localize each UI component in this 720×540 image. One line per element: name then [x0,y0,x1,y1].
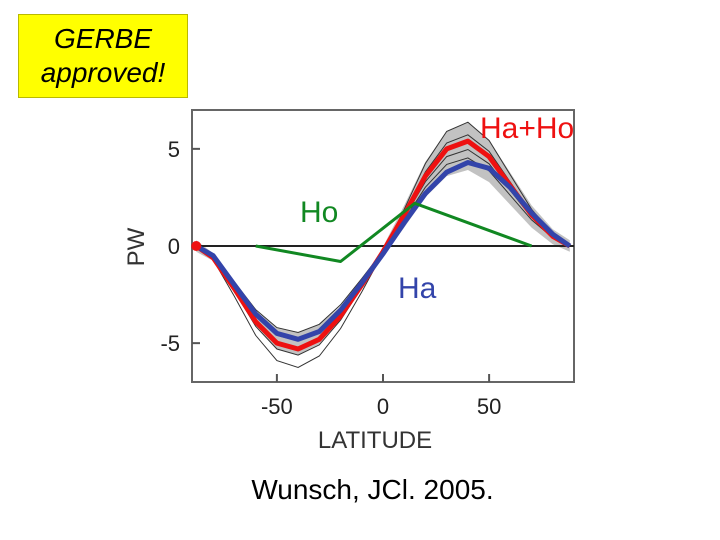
x-axis-label: LATITUDE [318,427,432,454]
y-tick-label: 5 [168,137,180,162]
gerbe-approved-stamp: GERBE approved! [18,14,188,98]
series-line-ocean [255,201,533,263]
ensemble-member-line [195,134,571,356]
x-tick-label: -50 [261,394,293,419]
citation: Wunsch, JCl. 2005. [251,474,494,505]
callout-total: Ha+Ho [480,112,574,145]
y-tick-label: 0 [168,234,180,259]
x-tick-label: 0 [377,394,389,419]
callout-ocean: Ho [300,196,338,229]
axis-ticks: 50-5-50 0 50 [160,137,501,419]
y-axis-label: PW [123,227,150,266]
stamp-line-1: GERBE [53,23,153,54]
x-tick-label: 50 [477,394,501,419]
stamp-line-2: approved! [40,57,166,88]
callout-atmosphere: Ha [398,272,437,305]
heat-transport-chart: 50-5-50 0 50 LATITUDE PW Ha+Ho Ho Ha [123,109,575,454]
ensemble-member-line [195,121,571,369]
series-lines [191,138,572,352]
total-start-marker [191,241,202,251]
y-tick-label: -5 [160,331,180,356]
series-line-atmosphere [194,160,572,342]
ensemble-band [195,121,571,369]
